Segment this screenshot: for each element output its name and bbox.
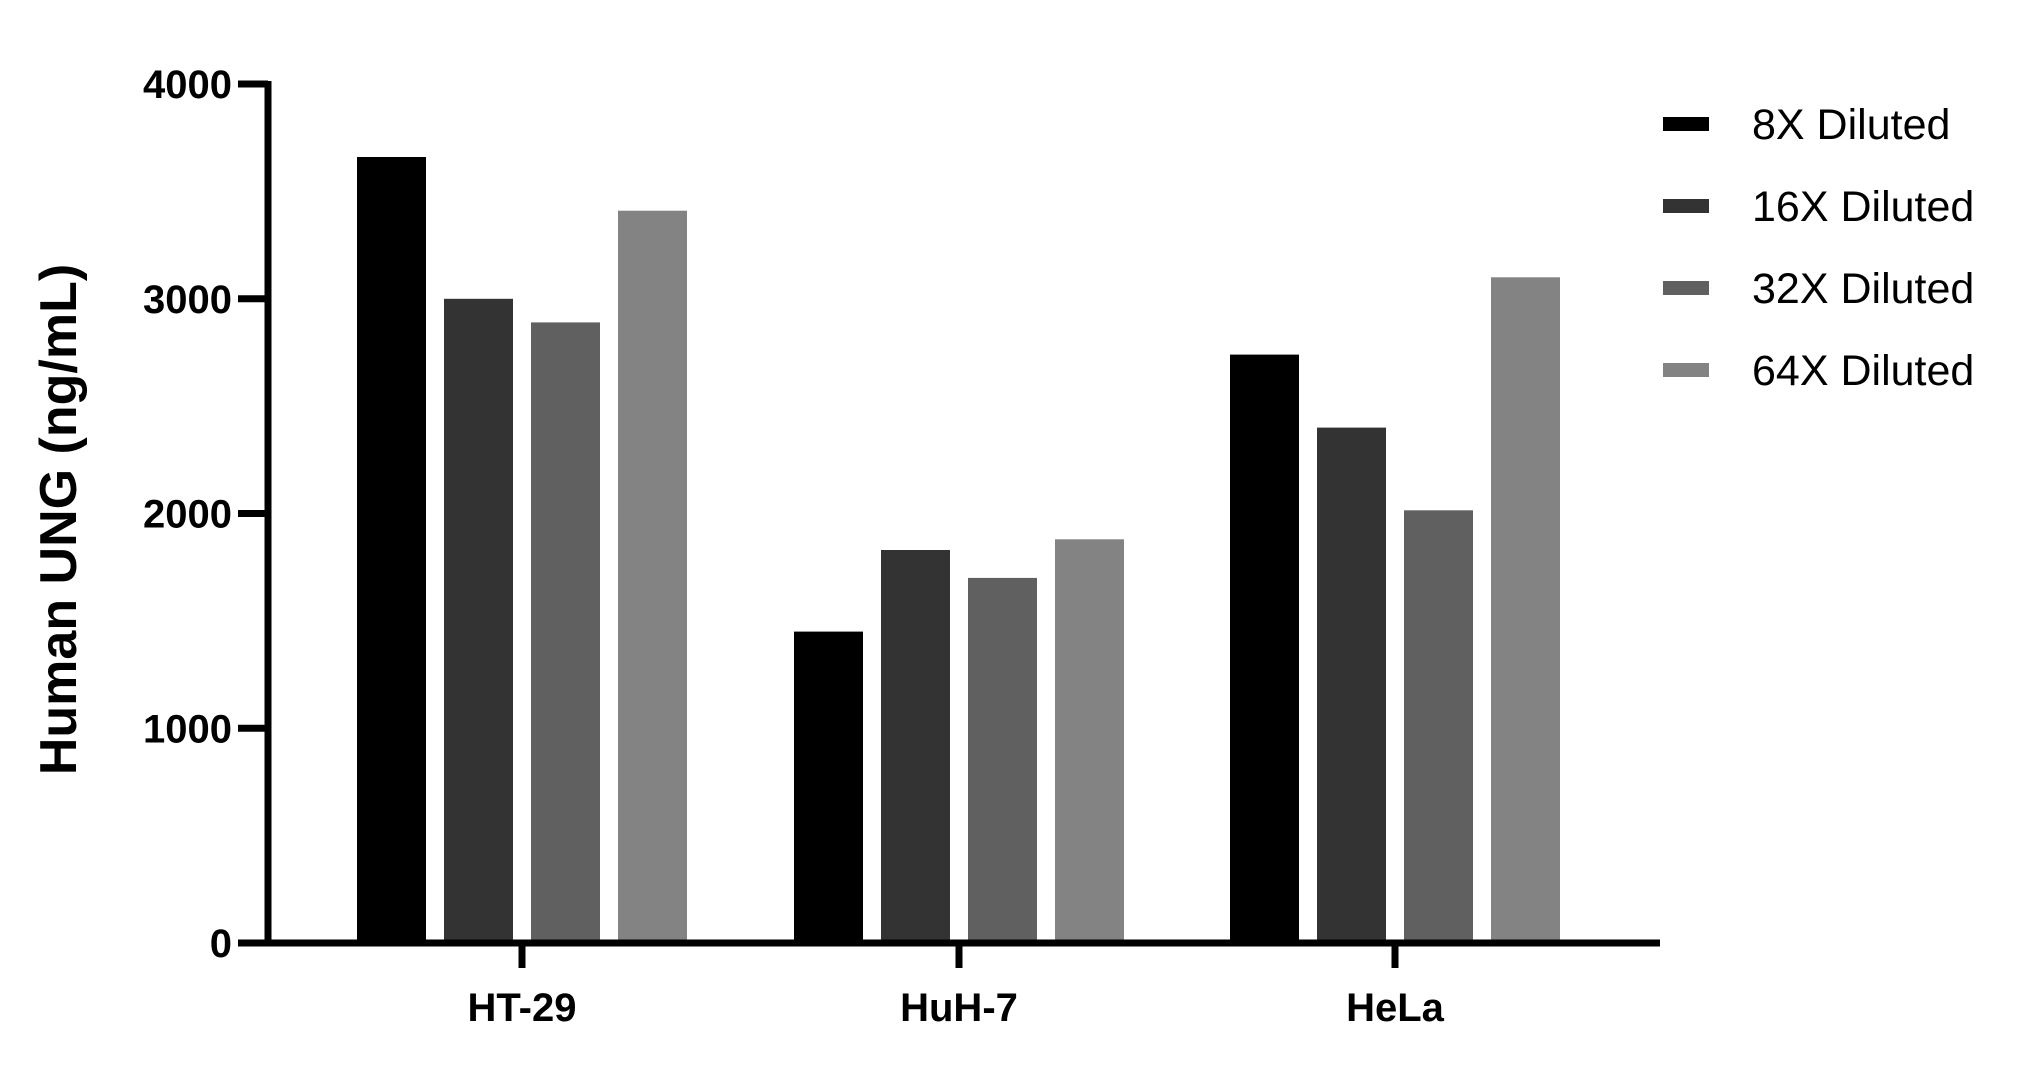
legend-swatch (1663, 117, 1709, 131)
legend-label: 8X Diluted (1752, 101, 1950, 149)
y-tick-label: 2000 (143, 493, 232, 537)
bars-group (357, 157, 1560, 944)
legend-swatch (1663, 199, 1709, 213)
y-tick-label: 0 (210, 922, 232, 966)
bar-hela-4 (1491, 277, 1560, 943)
x-tick-label: HuH-7 (900, 986, 1018, 1030)
legend-label: 32X Diluted (1752, 265, 1974, 313)
y-tick-label: 4000 (143, 63, 232, 107)
bar-huh-7-1 (794, 631, 863, 943)
bar-ht-29-1 (357, 157, 426, 943)
legend-label: 16X Diluted (1752, 183, 1974, 231)
y-tick-label: 1000 (143, 707, 232, 751)
legend-swatch (1663, 363, 1709, 377)
bar-hela-3 (1404, 510, 1473, 943)
x-tick-label: HT-29 (468, 986, 577, 1030)
bar-huh-7-3 (968, 577, 1037, 943)
legend-label: 64X Diluted (1752, 347, 1974, 395)
bar-ht-29-2 (444, 298, 513, 944)
axes-group (238, 80, 1660, 968)
x-tick-label: HeLa (1346, 986, 1445, 1030)
y-axis-title: Human UNG (ng/mL) (30, 264, 88, 775)
bar-ht-29-4 (618, 210, 687, 943)
bar-hela-1 (1230, 354, 1299, 944)
y-tick-label: 3000 (143, 278, 232, 322)
bar-hela-2 (1317, 427, 1386, 944)
legend-swatch (1663, 281, 1709, 295)
bar-ht-29-3 (531, 322, 600, 943)
bar-huh-7-4 (1055, 539, 1124, 943)
tick-labels-group: HT-29 HuH-7 HeLa 0 1000 2000 3000 4000 (143, 63, 1445, 1030)
legend: 8X Diluted 16X Diluted 32X Diluted 64X Dilu… (1663, 101, 1974, 395)
bar-huh-7-2 (881, 550, 950, 943)
